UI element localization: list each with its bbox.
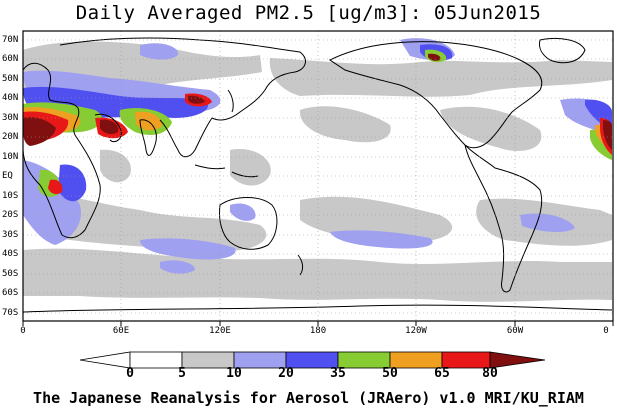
colorbar-label: 80	[482, 366, 498, 381]
lat-label: 50S	[2, 269, 19, 279]
lon-label: 60E	[112, 326, 130, 336]
lat-label: 60N	[2, 54, 19, 64]
page-title: Daily Averaged PM2.5 [ug/m3]: 05Jun2015	[75, 2, 542, 24]
colorbar-label: 5	[178, 366, 186, 381]
lon-label: 0	[20, 326, 26, 336]
coastlines	[23, 37, 613, 313]
lat-label: 20N	[2, 132, 19, 142]
lat-label: EQ	[2, 171, 13, 181]
colorbar-segment-above-80	[489, 351, 546, 369]
colorbar-label: 50	[382, 366, 398, 381]
colorbar-label: 35	[330, 366, 346, 381]
colorbar-label: 0	[126, 366, 134, 381]
lat-label: 60S	[2, 288, 19, 298]
lon-label: 120W	[405, 326, 427, 336]
lat-label: 30S	[2, 230, 19, 240]
footer-credit: The Japanese Reanalysis for Aerosol (JRA…	[33, 389, 584, 407]
lat-label: 10S	[2, 191, 19, 201]
concentration-band-above-80	[23, 53, 612, 150]
gridlines	[23, 31, 613, 321]
lon-label: 120E	[209, 326, 231, 336]
colorbar-label: 10	[226, 366, 242, 381]
lat-label: 50N	[2, 74, 19, 84]
colorbar-label: 20	[278, 366, 294, 381]
lon-label: 60W	[506, 326, 524, 336]
colorbar-segment-below-5	[79, 351, 131, 369]
colorbar-label: 65	[434, 366, 450, 381]
colorbar	[79, 351, 546, 369]
lon-label: 180	[309, 326, 327, 336]
lon-label: 0	[603, 326, 609, 336]
lat-label: 70N	[2, 35, 19, 45]
lat-label: 20S	[2, 210, 19, 220]
colorbar-segment-0-5	[129, 351, 183, 369]
lat-label: 10N	[2, 152, 19, 162]
lat-label: 30N	[2, 113, 19, 123]
lat-label: 40S	[2, 249, 19, 259]
lat-label: 70S	[2, 308, 19, 318]
lat-label: 40N	[2, 93, 19, 103]
axis-ticks	[22, 321, 614, 326]
